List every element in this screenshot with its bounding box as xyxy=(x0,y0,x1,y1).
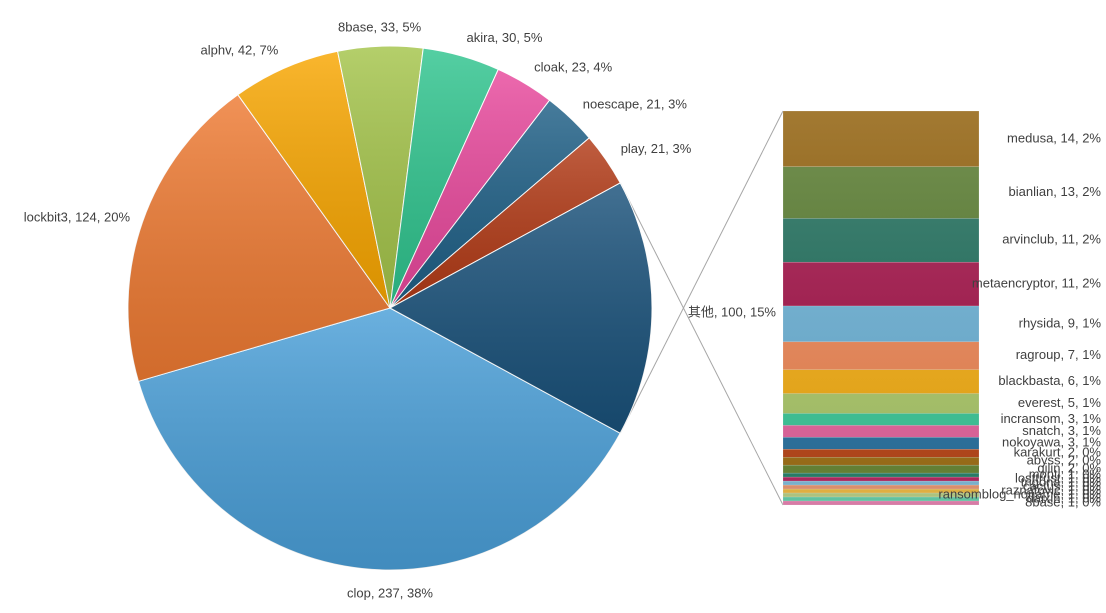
bar-label-metaencryptor-3: metaencryptor, 11, 2% xyxy=(972,276,1102,291)
pie-slice-clop xyxy=(137,307,621,571)
connector-lines xyxy=(619,110,784,506)
pie-slice-noescape-shade xyxy=(390,100,590,309)
bar-label-ransomblog-noname-19: ransomblog_noname, 1, 0% xyxy=(938,487,1101,502)
bar-label-blackbasta-6: blackbasta, 6, 1% xyxy=(998,373,1101,388)
bar-label-losttrust-15: losttrust, 1, 0% xyxy=(1015,471,1101,486)
pie xyxy=(127,45,653,571)
pie-slice-lockbit3 xyxy=(127,94,391,382)
bar-label-daixin-20: daixin, 1, 0% xyxy=(1027,490,1102,505)
bar-label-8base-21: 8base, 1, 0% xyxy=(1025,494,1101,509)
pie-slice-other xyxy=(388,182,653,434)
pie-slice-other-shade xyxy=(390,182,652,434)
pie-label-akira: akira, 30, 5% xyxy=(467,30,543,45)
bar-label-medusa-0: medusa, 14, 2% xyxy=(1007,130,1101,145)
pie-label-play: play, 21, 3% xyxy=(621,141,692,156)
bar-label-everest-7: everest, 5, 1% xyxy=(1018,395,1102,410)
pie-label-other: 其他, 100, 15% xyxy=(688,304,777,319)
pie-slice-8base-shade xyxy=(337,46,424,309)
pie-slice-alphv xyxy=(237,50,391,309)
bar-label-rhysida-4: rhysida, 9, 1% xyxy=(1019,315,1102,330)
pie-slice-clop-shade xyxy=(138,308,621,571)
pie-slice-cloak-shade xyxy=(390,69,550,308)
connector-bottom xyxy=(619,182,784,506)
bar-label-raznatovic-18: raznatovic, 1, 0% xyxy=(1001,483,1101,498)
pie-label-cloak: cloak, 23, 4% xyxy=(534,59,612,74)
pie-label-lockbit3: lockbit3, 124, 20% xyxy=(24,209,131,224)
pie-labels: clop, 237, 38% lockbit3, 124, 20% alphv, 4… xyxy=(24,20,777,601)
bar-label-arvinclub-2: arvinclub, 11, 2% xyxy=(1002,232,1101,247)
pie-slice-lockbit3-shade xyxy=(127,94,390,382)
bar-label-nokoyawa-10: nokoyawa, 3, 1% xyxy=(1002,435,1101,450)
pie-label-noescape: noescape, 21, 3% xyxy=(583,96,688,111)
bar-label-ragroup-5: ragroup, 7, 1% xyxy=(1016,347,1102,362)
bar-label-karakurt-11: karakurt, 2, 0% xyxy=(1014,445,1102,460)
bar-label-abyss-12: abyss, 2, 0% xyxy=(1027,453,1102,468)
bar-labels: medusa, 14, 2% bianlian, 13, 2% arvinclub,… xyxy=(938,130,1101,509)
bar-label-monti-14: monti, 1, 0% xyxy=(1029,467,1102,482)
pie-label-alphv: alphv, 42, 7% xyxy=(200,43,278,58)
pie-label-8base: 8base, 33, 5% xyxy=(338,20,422,35)
bar-label-qilin-13: qilin, 2, 0% xyxy=(1037,461,1101,476)
bar-label-snatch-9: snatch, 3, 1% xyxy=(1022,423,1101,438)
bar-shade xyxy=(783,111,979,505)
bar-label-bianlian-1: bianlian, 13, 2% xyxy=(1008,184,1101,199)
pie-slice-play-shade xyxy=(390,137,621,308)
bar-label-incransom-8: incransom, 3, 1% xyxy=(1001,411,1102,426)
pie-label-clop: clop, 237, 38% xyxy=(347,585,433,600)
bar-label-trigona-16: trigona, 1, 0% xyxy=(1021,475,1102,490)
pie-slice-alphv-shade xyxy=(237,51,390,309)
bar-label-cactus-17: cactus, 1, 0% xyxy=(1023,479,1101,494)
other-breakdown-bar xyxy=(782,110,980,506)
connector-top xyxy=(619,110,784,434)
pie-slice-akira xyxy=(389,47,499,309)
pie-slice-akira-shade xyxy=(390,48,499,309)
